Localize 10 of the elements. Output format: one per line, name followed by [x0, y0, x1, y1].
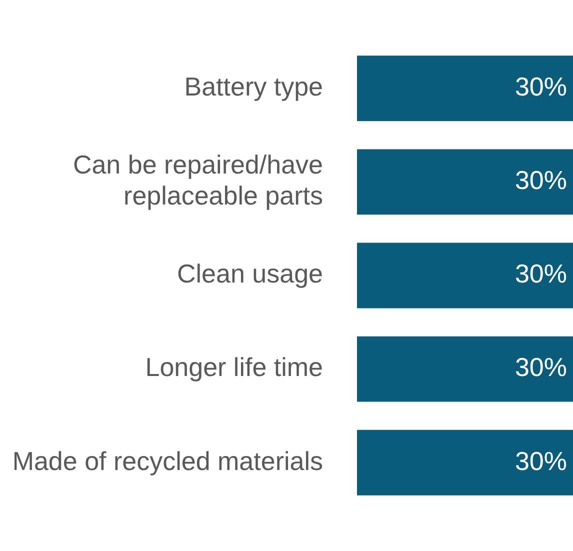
- y-tick-label: Longer life time: [145, 352, 323, 382]
- y-tick-label: Made of recycled materials: [12, 446, 323, 476]
- data-label: 30%: [514, 352, 567, 382]
- y-tick-label: Battery type: [184, 72, 323, 102]
- data-label: 30%: [514, 72, 567, 102]
- data-label: 30%: [514, 165, 567, 196]
- y-tick-label: Can be repaired/have replaceable parts: [72, 150, 323, 211]
- data-label: 30%: [514, 446, 567, 476]
- y-tick-label: Clean usage: [177, 258, 323, 289]
- data-label: 30%: [514, 258, 567, 289]
